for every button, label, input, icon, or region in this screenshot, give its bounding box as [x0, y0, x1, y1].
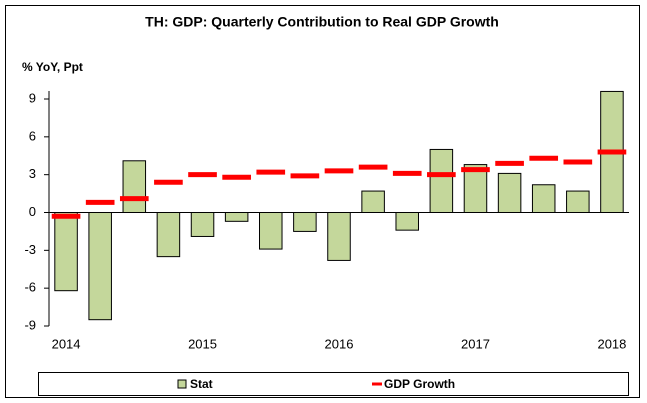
x-tick-label: 2015: [188, 336, 217, 351]
bar: [259, 212, 283, 250]
y-tick-label: 6: [29, 128, 36, 143]
legend-label: Stat: [190, 377, 213, 391]
y-tick-label: -9: [24, 317, 36, 332]
chart-title: TH: GDP: Quarterly Contribution to Real …: [145, 14, 499, 30]
legend-label: GDP Growth: [384, 377, 455, 391]
y-axis-label: % YoY, Ppt: [22, 60, 83, 74]
bar: [156, 212, 181, 258]
bar: [122, 160, 147, 214]
legend-swatch: [177, 379, 187, 389]
y-tick-label: -6: [24, 280, 36, 295]
bar: [531, 184, 556, 213]
y-tick-label: -3: [24, 242, 36, 257]
y-tick-label: 3: [29, 166, 36, 181]
bar: [566, 190, 590, 213]
bar: [395, 212, 419, 231]
bar: [88, 212, 112, 321]
bar: [224, 212, 249, 222]
bar: [361, 190, 385, 213]
bar: [293, 212, 317, 232]
bar: [327, 212, 351, 261]
bar: [54, 212, 78, 292]
y-tick-label: 0: [29, 204, 36, 219]
x-tick-label: 2018: [597, 336, 626, 351]
bar: [190, 212, 215, 237]
x-tick-label: 2014: [52, 336, 81, 351]
y-tick-label: 9: [29, 90, 36, 105]
x-tick-label: 2017: [461, 336, 490, 351]
legend-box: [38, 372, 629, 396]
bar: [497, 172, 522, 213]
x-tick-label: 2016: [325, 336, 354, 351]
bar: [429, 148, 454, 213]
